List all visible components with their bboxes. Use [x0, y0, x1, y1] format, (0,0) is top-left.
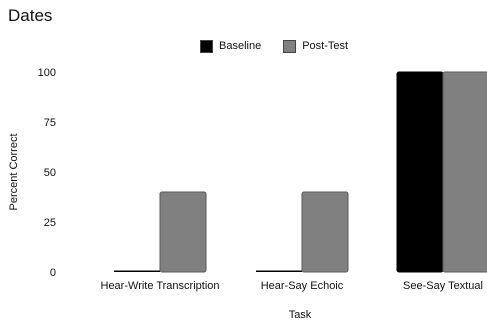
y-tick-label-75: 75 — [44, 117, 56, 129]
legend-swatch-baseline — [200, 39, 213, 53]
y-axis-ticks: 0 25 50 75 100 — [38, 67, 56, 279]
bar-post-test-hear-say-echoic — [301, 191, 349, 273]
y-tick-label-100: 100 — [38, 67, 56, 79]
legend-label-post-test: Post-Test — [302, 40, 349, 52]
x-tick-label-hear-write-transcription: Hear-Write Transcription — [101, 280, 220, 292]
y-tick-label-25: 25 — [44, 217, 56, 229]
y-tick-label-50: 50 — [44, 167, 56, 179]
legend-item-baseline: Baseline — [200, 39, 262, 53]
x-axis-label: Task — [289, 309, 312, 321]
x-axis-ticks: Hear-Write Transcription Hear-Say Echoic S… — [101, 280, 483, 292]
x-tick-label-hear-say-echoic: Hear-Say Echoic — [261, 280, 344, 292]
y-axis-label: Percent Correct — [8, 133, 20, 210]
legend-label-baseline: Baseline — [219, 40, 262, 52]
chart-title: Dates — [8, 6, 53, 25]
bar-post-test-hear-write-transcription — [159, 191, 207, 273]
bars — [114, 71, 487, 273]
y-tick-label-0: 0 — [50, 267, 56, 279]
legend-swatch-post-test — [283, 39, 297, 53]
bar-post-test-see-say-textual — [442, 71, 487, 273]
legend-item-post-test: Post-Test — [283, 39, 349, 53]
bar-baseline-see-say-textual — [396, 71, 444, 273]
legend: Baseline Post-Test — [200, 38, 348, 54]
bar-baseline-hear-write-transcription — [114, 270, 160, 272]
x-tick-label-see-say-textual: See-Say Textual — [403, 280, 483, 292]
bar-baseline-hear-say-echoic — [256, 270, 302, 272]
